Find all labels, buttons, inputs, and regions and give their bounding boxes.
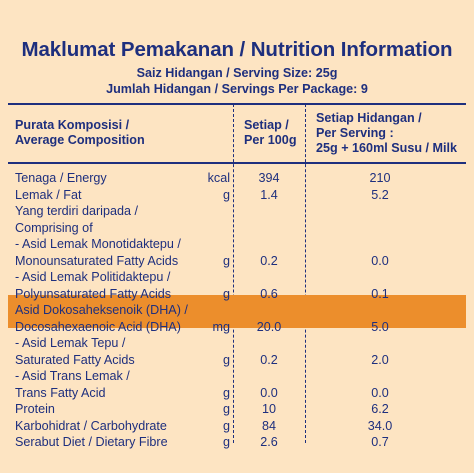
nutrient-label: Asid Dokosaheksenoik (DHA) / [15,303,188,317]
nutrient-label: Yang terdiri daripada / [15,204,138,218]
nutrient-label: Protein [15,402,55,416]
table-row: Monounsaturated Fatty Acids g 0.2 0.0 [0,253,474,270]
header-per-100g-line-1: Setiap / [244,118,289,132]
value-per-100g: 0.2 [260,253,278,268]
serving-size: Saiz Hidangan / Serving Size: 25g [136,66,338,80]
unit-label: g [222,418,230,433]
nutrient-label: - Asid Lemak Monotidaktepu / [15,237,181,251]
table-row: Docosahexaenoic Acid (DHA) mg 20.0 5.0 [0,319,474,336]
value-per-100g: 394 [258,171,280,185]
value-per-serving: 0.0 [371,385,389,400]
header-per-100g-line-2: Per 100g [244,133,297,147]
value-per-100g: 20.0 [256,319,282,334]
value-per-serving: 2.0 [371,352,389,367]
header-per-serving-line-2: Per Serving : [316,126,394,140]
table-row: Trans Fatty Acid g 0.0 0.0 [0,385,474,402]
table-top-rule [8,103,466,105]
table-row: Yang terdiri daripada / [0,203,474,220]
header-per-serving-line-1: Setiap Hidangan / [316,111,422,125]
value-per-serving: 6.2 [371,402,389,416]
table-row: - Asid Trans Lemak / [0,368,474,385]
panel-title: Maklumat Pemakanan / Nutrition Informati… [21,38,453,61]
header-composition: Purata Komposisi / Average Composition [15,118,145,148]
table-row: Comprising of [0,220,474,237]
nutrient-label: Serabut Diet / Dietary Fibre [15,435,168,449]
table-row: Karbohidrat / Carbohydrate g 84 34.0 [0,418,474,435]
unit-label: g [222,402,230,416]
value-per-serving: 34.0 [367,418,393,433]
table-row: - Asid Lemak Politidaktepu / [0,269,474,286]
unit-label: g [222,435,230,449]
unit-label: kcal [207,171,230,185]
table-row: Saturated Fatty Acids g 0.2 2.0 [0,352,474,369]
table-row: Lemak / Fat g 1.4 5.2 [0,187,474,204]
header-composition-line-1: Purata Komposisi / [15,118,130,132]
nutrient-label: - Asid Trans Lemak / [15,369,130,383]
unit-label: g [222,385,230,400]
value-per-100g: 0.2 [260,352,278,367]
table-row: Tenaga / Energy kcal 394 210 [0,170,474,187]
value-per-100g: 0.6 [260,286,278,301]
value-per-100g: 0.0 [260,385,278,400]
value-per-serving: 5.2 [371,187,389,202]
unit-label: g [222,286,230,301]
value-per-100g: 10 [261,402,276,416]
header-bottom-rule [8,162,466,164]
value-per-serving: 0.1 [371,286,389,301]
servings-per-package: Jumlah Hidangan / Servings Per Package: … [106,82,368,96]
unit-label: mg [212,319,231,334]
nutrient-label: Trans Fatty Acid [15,385,106,400]
nutrient-label: - Asid Lemak Tepu / [15,336,126,350]
table-row: - Asid Lemak Monotidaktepu / [0,236,474,253]
column-divider-2 [305,104,306,443]
nutrient-label: Saturated Fatty Acids [15,352,135,367]
nutrient-label: Docosahexaenoic Acid (DHA) [15,319,181,334]
unit-label: g [222,352,230,367]
header-composition-line-2: Average Composition [15,133,145,147]
table-row: Serabut Diet / Dietary Fibre g 2.6 0.7 [0,434,474,451]
table-row: Polyunsaturated Fatty Acids g 0.6 0.1 [0,286,474,303]
column-divider-1 [233,104,234,443]
header-per-100g: Setiap / Per 100g [244,118,297,148]
value-per-serving: 0.7 [371,435,389,449]
dha-highlight-band [8,295,466,328]
nutrient-label: Monounsaturated Fatty Acids [15,253,179,268]
nutrient-label: Comprising of [15,220,93,235]
table-row: Protein g 10 6.2 [0,401,474,418]
unit-label: g [222,253,230,268]
value-per-serving: 5.0 [371,319,389,334]
value-per-100g: 1.4 [260,187,278,202]
value-per-100g: 84 [261,418,276,433]
nutrient-label: Tenaga / Energy [15,171,107,185]
nutrient-label: Karbohidrat / Carbohydrate [15,418,167,433]
nutrient-label: - Asid Lemak Politidaktepu / [15,270,171,284]
table-row: Asid Dokosaheksenoik (DHA) / [0,302,474,319]
nutrient-label: Polyunsaturated Fatty Acids [15,286,172,301]
table-row: - Asid Lemak Tepu / [0,335,474,352]
header-per-serving: Setiap Hidangan / Per Serving : 25g + 16… [316,111,457,156]
header-per-serving-line-3: 25g + 160ml Susu / Milk [316,141,458,155]
nutrient-label: Lemak / Fat [15,187,82,202]
unit-label: g [222,187,230,202]
value-per-serving: 0.0 [371,253,389,268]
value-per-100g: 2.6 [260,435,278,449]
value-per-serving: 210 [369,171,391,185]
